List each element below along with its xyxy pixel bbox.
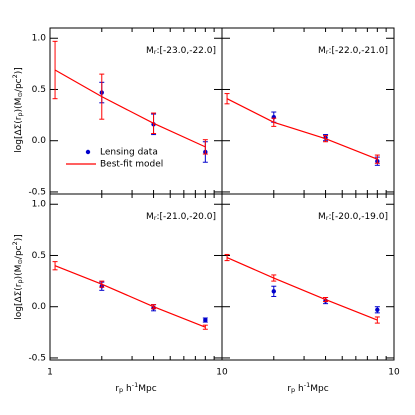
y-tick-label: 1.0 <box>32 34 47 44</box>
panel-label-part: :[-21.0,-20.0] <box>157 212 217 222</box>
x-tick-label: 10 <box>216 368 228 378</box>
y-tick-label: 0.5 <box>32 85 46 95</box>
plot-area <box>52 261 208 330</box>
legend-label: Lensing data <box>100 148 158 158</box>
model-line <box>226 256 378 321</box>
panel-label-part: M <box>318 212 326 222</box>
legend-label: Best-fit model <box>100 160 163 170</box>
x-axis-label: rp h-1Mpc <box>115 381 156 394</box>
panel-label-part: r <box>154 48 157 56</box>
panel-label-part: M <box>318 46 326 56</box>
data-point <box>375 307 380 312</box>
y-axis-label: log[ΔΣ(rp)(M⊙/pc2)] <box>11 234 24 320</box>
y-tick-label: 0.0 <box>32 302 47 312</box>
panel-label-part: r <box>326 214 329 222</box>
panel-label-part: :[-23.0,-22.0] <box>157 46 217 56</box>
y-tick-label: 0.5 <box>32 251 46 261</box>
panel-label: Mr:[-21.0,-20.0] <box>146 212 216 223</box>
model-line <box>226 98 378 160</box>
y-tick-label: 0.0 <box>32 136 47 146</box>
panel-label-part: M <box>146 46 154 56</box>
panel-label: Mr:[-20.0,-19.0] <box>318 212 388 223</box>
panel-label: Mr:[-23.0,-22.0] <box>146 46 216 57</box>
model-line <box>54 69 206 148</box>
y-tick-label: -0.5 <box>28 187 46 197</box>
y-tick-label: -0.5 <box>28 353 46 363</box>
x-tick-label: 10 <box>388 368 400 378</box>
legend-marker <box>85 149 91 155</box>
plot-area <box>52 40 208 163</box>
x-axis-label: rp h-1Mpc <box>287 381 328 394</box>
x-tick-label: 1 <box>47 368 53 378</box>
plot-area <box>224 253 380 324</box>
panel-label-part: r <box>326 48 329 56</box>
panel-label-part: r <box>154 214 157 222</box>
data-point <box>271 289 276 294</box>
panel-label: Mr:[-22.0,-21.0] <box>318 46 388 57</box>
model-line <box>54 265 206 328</box>
panel-label-part: M <box>146 212 154 222</box>
panel-label-part: :[-22.0,-21.0] <box>329 46 389 56</box>
panel-label-part: :[-20.0,-19.0] <box>329 212 389 222</box>
y-tick-label: 1.0 <box>32 200 47 210</box>
y-axis-label: log[ΔΣ(rp)(M⊙/pc2)] <box>11 67 24 153</box>
panel-frame <box>221 193 395 361</box>
data-point <box>203 317 208 323</box>
plot-area <box>224 93 380 166</box>
